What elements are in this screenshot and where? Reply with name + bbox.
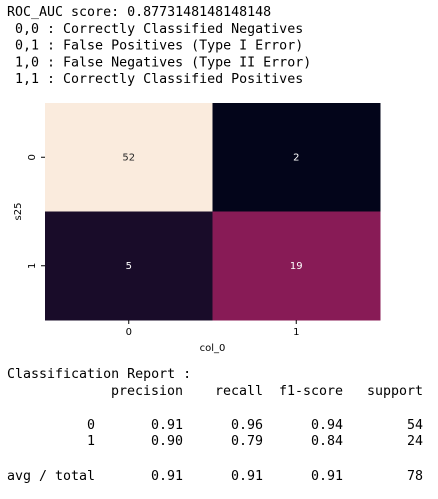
y-tick-label: 0 [27,154,38,160]
x-tick-label: 0 [126,327,132,338]
report-cell: 0.91 [231,469,263,484]
output-line: 0,0 : Correctly Classified Negatives [7,22,303,37]
cell-label: 19 [290,261,303,272]
cell-label: 5 [126,261,132,272]
output-line: 0,1 : False Positives (Type I Error) [7,39,303,54]
heatmap-cell [45,211,213,321]
report-column: precision [111,384,183,399]
report-column: recall [215,384,263,399]
report-cell: 0.94 [311,418,343,433]
report-cell: 78 [407,469,423,484]
report-cell: 0.90 [151,434,183,449]
y-tick-label: 1 [27,263,38,269]
report-cell: 24 [407,434,423,449]
cell-label: 52 [122,152,135,163]
report-cell: 54 [407,418,423,433]
report-cell: 0.91 [311,469,343,484]
output-line: 1,1 : Correctly Classified Positives [7,72,303,87]
report-cell: 0.91 [151,469,183,484]
heatmap-cell [212,211,381,321]
x-tick-label: 1 [293,327,299,338]
y-axis-label: s25 [13,203,24,221]
heatmap-cell [212,103,381,212]
report-cell: 0.79 [231,434,263,449]
output-line: 1,0 : False Negatives (Type II Error) [7,55,311,70]
heatmap-cell [45,103,213,212]
report-row-label: 1 [87,434,95,449]
report-cell: 0.96 [231,418,263,433]
x-axis-label: col_0 [200,343,226,354]
report-cell: 0.91 [151,418,183,433]
report-cell: 0.84 [311,434,343,449]
cell-label: 2 [293,152,299,163]
report-column: support [367,384,423,399]
report-row-label: avg / total [7,469,95,484]
report-column: f1-score [279,384,343,399]
output-line: ROC_AUC score: 0.8773148148148148 [7,5,271,20]
report-title: Classification Report : [7,367,191,382]
report-row-label: 0 [87,418,95,433]
